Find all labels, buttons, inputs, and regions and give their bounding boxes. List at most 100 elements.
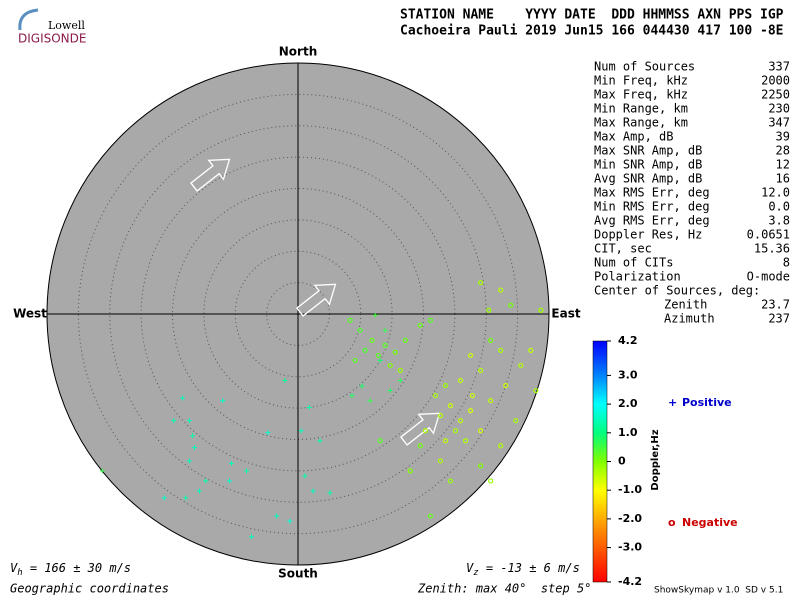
stat-value: O-mode	[747, 270, 790, 284]
negative-source	[457, 418, 464, 424]
negative-source	[387, 362, 393, 369]
positive-source	[287, 518, 293, 524]
negative-source	[447, 478, 454, 484]
version-label: ShowSkymap v 1.0 SD v 5.1	[654, 586, 783, 596]
positive-source	[180, 395, 186, 401]
negative-source	[478, 367, 484, 374]
stat-value: 12	[776, 158, 790, 172]
stat-value: 0.0	[768, 200, 790, 214]
negative-source	[437, 413, 444, 419]
negative-source	[518, 362, 524, 369]
stat-value: 16	[776, 172, 790, 186]
legend-symbol: +	[668, 396, 677, 409]
negative-source	[382, 342, 388, 348]
colorbar	[592, 340, 608, 583]
stat-label: Avg RMS Err, deg	[594, 214, 710, 228]
stat-label: Min RMS Err, deg	[594, 200, 710, 214]
legend-negative: Negative	[682, 516, 738, 529]
velocity-arrow	[296, 283, 337, 317]
stat-value: 230	[768, 102, 790, 116]
positive-source	[282, 378, 288, 384]
stat-label: Max Range, km	[594, 116, 688, 130]
positive-source	[397, 378, 403, 384]
stat-value: 3.8	[768, 214, 790, 228]
negative-source	[392, 349, 398, 355]
negative-source	[467, 352, 474, 359]
header-line: Cachoeira Pauli 2019 Jun15 166 044430 41…	[400, 24, 784, 39]
negative-source	[469, 392, 476, 399]
positive-source	[306, 404, 312, 410]
logo-top: Lowell	[48, 19, 85, 32]
negative-source	[402, 337, 408, 343]
colorbar-tick-label: -2.0	[618, 512, 642, 525]
coords-label: Geographic coordinates	[10, 582, 169, 596]
positive-source	[220, 398, 226, 404]
velocity-arrow	[190, 158, 231, 192]
positive-source	[161, 495, 167, 501]
positive-source	[382, 327, 388, 333]
negative-source	[478, 280, 484, 286]
stat-label: Min Freq, kHz	[594, 74, 688, 88]
stat-label: Num of CITs	[594, 256, 673, 270]
positive-source	[372, 312, 378, 318]
velocity-arrow	[400, 412, 441, 446]
negative-source	[447, 403, 454, 409]
negative-source	[417, 322, 423, 328]
stat-label: Max Freq, kHz	[594, 88, 688, 102]
stat-value: 2000	[761, 74, 790, 88]
negative-source	[498, 287, 504, 293]
negative-source	[488, 337, 494, 343]
stat-label: Doppler Res, Hz	[594, 228, 702, 242]
positive-source	[228, 460, 234, 466]
negative-source	[498, 347, 504, 353]
colorbar-tick-label: 3.0	[618, 368, 638, 381]
logo-bottom: DIGISONDE	[18, 32, 86, 46]
positive-source	[367, 398, 373, 404]
colorbar-tick-label: 0	[618, 455, 626, 468]
logo-arc	[18, 8, 39, 31]
stat-label: Num of Sources	[594, 60, 695, 74]
stat-value: 8	[783, 256, 790, 270]
stat-value: 2250	[761, 88, 790, 102]
stat-label: CIT, sec	[594, 242, 652, 256]
positive-source	[196, 488, 202, 494]
colorbar-tick-label: 2.0	[618, 397, 638, 410]
stat-value: 237	[768, 312, 790, 326]
zenith-label: Zenith: max 40° step 5°	[417, 582, 591, 596]
colorbar-tick-label: 4.2	[618, 334, 638, 347]
negative-source	[357, 327, 363, 333]
stat-value: 347	[768, 116, 790, 130]
positive-source	[99, 468, 105, 474]
negative-source	[422, 428, 428, 434]
stat-label: Max RMS Err, deg	[594, 186, 710, 200]
vh-label: Vh = 166 ± 30 m/s	[10, 561, 131, 578]
positive-source	[377, 357, 383, 363]
stat-label: Avg SNR Amp, dB	[594, 172, 702, 186]
negative-source	[457, 377, 464, 384]
header-line: STATION NAME YYYY DATE DDD HHMMSS AXN PP…	[400, 8, 784, 23]
colorbar-tick-label: -4.2	[618, 575, 642, 588]
colorbar-tick-label: 1.0	[618, 426, 638, 439]
negative-source	[417, 443, 423, 449]
negative-source	[508, 302, 514, 308]
stat-label: Zenith	[664, 298, 707, 312]
negative-source	[432, 392, 439, 399]
positive-source	[274, 513, 280, 519]
stat-value: 23.7	[761, 298, 790, 312]
positive-source	[302, 473, 308, 479]
negative-source	[488, 397, 494, 404]
positive-source	[265, 430, 271, 436]
stat-value: 0.0651	[747, 228, 790, 242]
negative-source	[486, 307, 492, 313]
compass-label: North	[279, 45, 317, 59]
positive-source	[186, 418, 192, 424]
negative-source	[442, 382, 449, 389]
positive-source	[349, 393, 355, 399]
positive-source	[249, 534, 255, 540]
negative-source	[427, 317, 434, 323]
negative-source	[528, 347, 534, 353]
negative-source	[478, 463, 484, 469]
compass-label: South	[278, 567, 318, 581]
stat-label: Max Amp, dB	[594, 130, 673, 144]
